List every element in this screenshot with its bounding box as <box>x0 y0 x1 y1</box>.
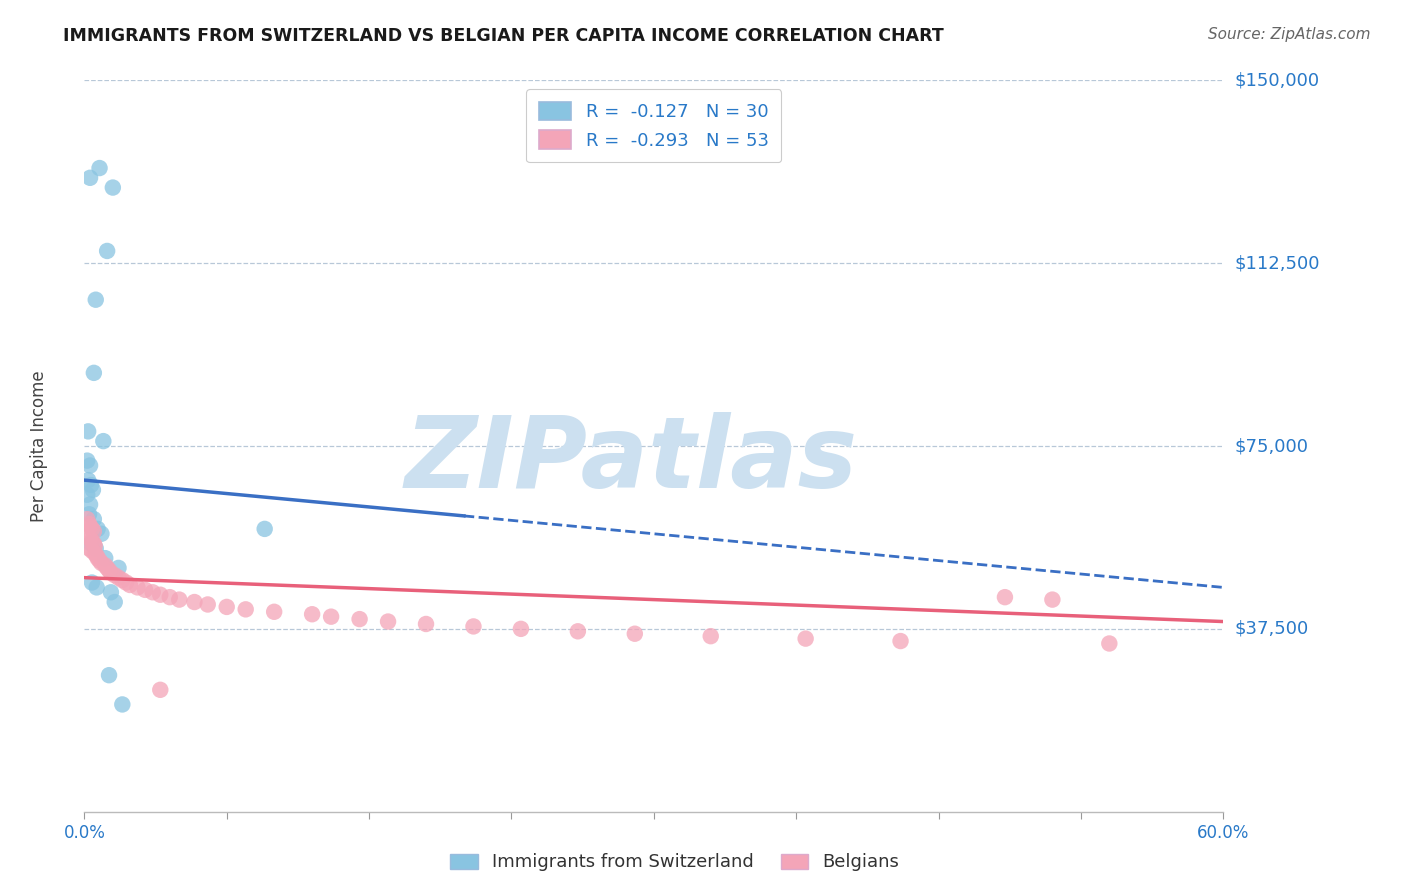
Point <box>169 592 191 607</box>
Point <box>107 561 129 575</box>
Legend: Immigrants from Switzerland, Belgians: Immigrants from Switzerland, Belgians <box>443 847 907 879</box>
Point <box>93 434 115 449</box>
Point <box>77 508 100 522</box>
Text: ZIPatlas: ZIPatlas <box>405 412 858 509</box>
Point <box>79 458 101 473</box>
Point <box>83 524 105 539</box>
Point <box>77 541 100 556</box>
Point <box>794 632 817 646</box>
Point <box>80 478 103 492</box>
Point <box>89 161 111 175</box>
Point <box>96 244 118 258</box>
Point <box>94 558 117 573</box>
Point <box>80 534 103 549</box>
Point <box>134 582 156 597</box>
Point <box>111 698 134 712</box>
Point <box>263 605 285 619</box>
Point <box>149 588 172 602</box>
Point <box>76 512 98 526</box>
Point <box>890 634 912 648</box>
Point <box>127 581 149 595</box>
Point <box>463 619 485 633</box>
Point <box>83 366 105 380</box>
Point <box>197 598 219 612</box>
Point <box>86 551 108 566</box>
Point <box>80 575 103 590</box>
Point <box>83 546 105 560</box>
Point <box>79 498 101 512</box>
Point <box>700 629 723 643</box>
Point <box>94 551 117 566</box>
Point <box>415 617 437 632</box>
Point <box>80 536 103 550</box>
Point <box>79 519 101 533</box>
Point <box>321 609 343 624</box>
Point <box>183 595 205 609</box>
Point <box>86 581 108 595</box>
Point <box>79 532 101 546</box>
Text: $150,000: $150,000 <box>1234 71 1319 89</box>
Text: $75,000: $75,000 <box>1234 437 1309 455</box>
Text: Source: ZipAtlas.com: Source: ZipAtlas.com <box>1208 27 1371 42</box>
Point <box>90 526 112 541</box>
Point <box>104 568 127 582</box>
Point <box>96 561 118 575</box>
Point <box>86 522 108 536</box>
Point <box>101 180 124 194</box>
Point <box>301 607 323 622</box>
Point <box>104 595 127 609</box>
Point <box>89 553 111 567</box>
Point <box>83 539 105 553</box>
Text: $37,500: $37,500 <box>1234 620 1309 638</box>
Point <box>567 624 589 639</box>
Point <box>80 544 103 558</box>
Point <box>215 599 238 614</box>
Point <box>84 293 107 307</box>
Point <box>77 473 100 487</box>
Point <box>111 573 134 587</box>
Point <box>76 526 98 541</box>
Point <box>107 571 129 585</box>
Point <box>142 585 165 599</box>
Point <box>377 615 399 629</box>
Point <box>86 549 108 563</box>
Point <box>349 612 371 626</box>
Point <box>100 585 122 599</box>
Point <box>994 590 1017 604</box>
Point <box>80 522 103 536</box>
Point <box>624 626 647 640</box>
Point <box>77 425 100 439</box>
Point <box>149 682 172 697</box>
Point <box>98 563 121 577</box>
Point <box>82 483 104 497</box>
Point <box>77 516 100 531</box>
Text: Per Capita Income: Per Capita Income <box>30 370 48 522</box>
Point <box>83 536 105 550</box>
Point <box>76 453 98 467</box>
Point <box>253 522 276 536</box>
Point <box>100 566 122 580</box>
Point <box>98 668 121 682</box>
Point <box>1042 592 1064 607</box>
Point <box>90 556 112 570</box>
Point <box>84 541 107 556</box>
Point <box>79 170 101 185</box>
Point <box>118 578 141 592</box>
Point <box>510 622 533 636</box>
Legend: R =  -0.127   N = 30, R =  -0.293   N = 53: R = -0.127 N = 30, R = -0.293 N = 53 <box>526 89 782 162</box>
Point <box>159 590 181 604</box>
Text: IMMIGRANTS FROM SWITZERLAND VS BELGIAN PER CAPITA INCOME CORRELATION CHART: IMMIGRANTS FROM SWITZERLAND VS BELGIAN P… <box>63 27 943 45</box>
Point <box>1098 636 1121 650</box>
Text: $112,500: $112,500 <box>1234 254 1320 272</box>
Point <box>76 488 98 502</box>
Point <box>83 512 105 526</box>
Point <box>235 602 257 616</box>
Point <box>115 575 138 590</box>
